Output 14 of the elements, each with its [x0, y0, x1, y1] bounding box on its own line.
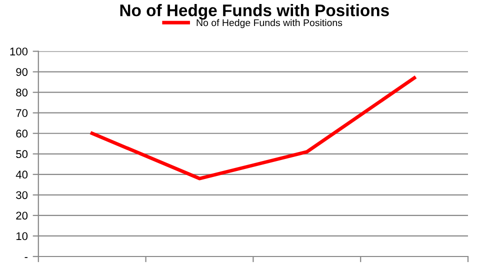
- chart-title: No of Hedge Funds with Positions: [120, 4, 389, 20]
- y-tick-label: 20: [16, 212, 28, 220]
- y-tick-label: 50: [16, 150, 28, 158]
- y-tick-label: 60: [16, 130, 28, 138]
- y-tick-label: 40: [16, 170, 28, 179]
- y-tick-label: 30: [16, 191, 28, 200]
- y-tick-label: 90: [16, 68, 28, 76]
- y-tick-label: 70: [16, 109, 28, 117]
- y-tick-label: 80: [16, 88, 28, 96]
- y-tick-label: -: [24, 257, 28, 258]
- y-tick-label: 100: [10, 48, 28, 56]
- line-series: [90, 76, 416, 180]
- y-tick-label: 10: [16, 232, 28, 240]
- legend-label: No of Hedge Funds with Positions: [196, 19, 342, 28]
